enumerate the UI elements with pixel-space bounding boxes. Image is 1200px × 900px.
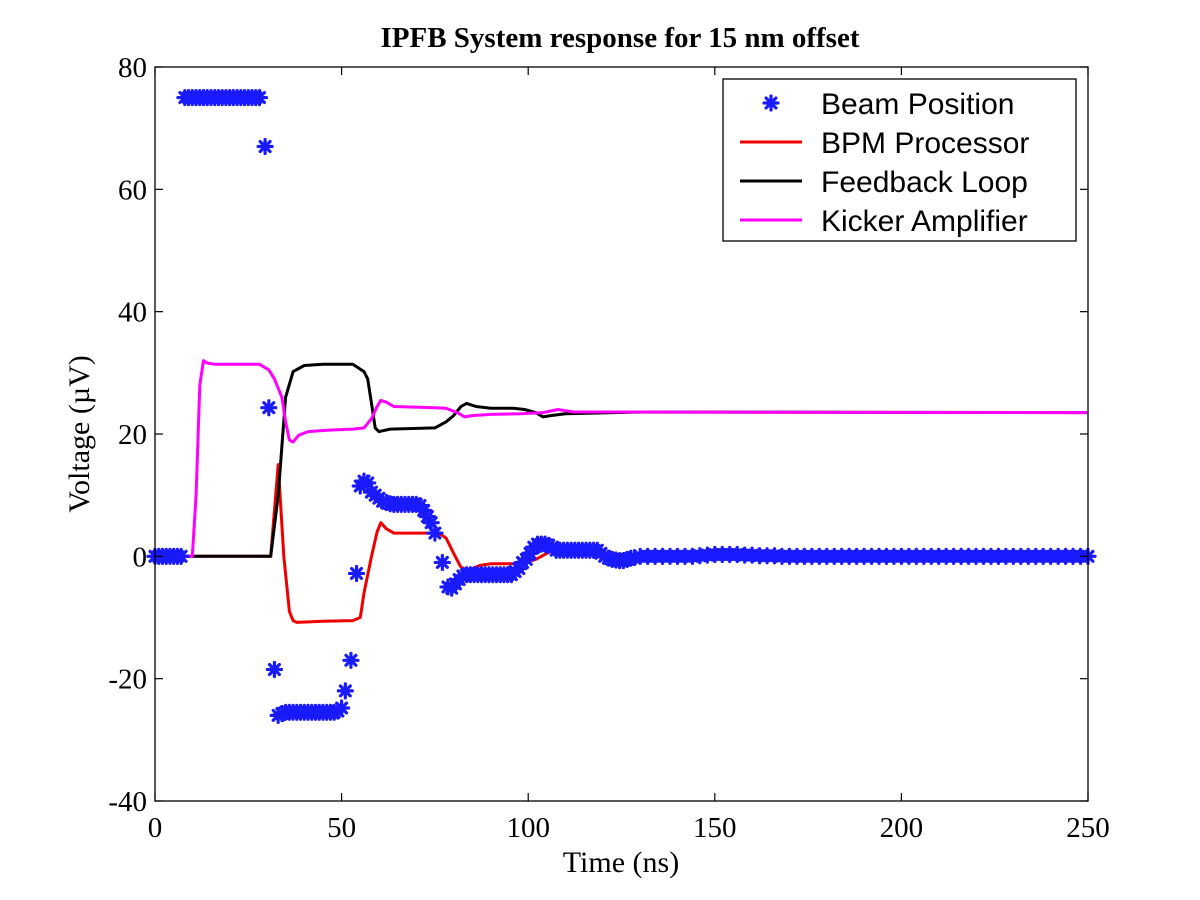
y-tick-label: 80 xyxy=(118,52,147,84)
legend-box xyxy=(722,78,1077,242)
data-point xyxy=(260,399,278,417)
x-tick-label: 0 xyxy=(148,812,163,844)
data-point xyxy=(426,524,444,542)
x-tick-label: 50 xyxy=(327,812,356,844)
y-tick-label: 60 xyxy=(118,174,147,206)
data-point xyxy=(265,660,284,679)
y-tick-label: 0 xyxy=(133,541,148,573)
data-point xyxy=(256,137,274,156)
data-point xyxy=(433,553,451,572)
y-tick-label: 40 xyxy=(118,297,147,329)
legend: Beam Position BPM Processor Feedback Loop K… xyxy=(722,78,1077,242)
series-points-beam-position xyxy=(146,88,1097,724)
legend-item-feedback-loop: Feedback Loop xyxy=(740,166,1028,199)
y-tick-label: 20 xyxy=(118,419,147,451)
legend-label: Kicker Amplifier xyxy=(821,205,1028,238)
x-tick-label: 250 xyxy=(1066,812,1110,844)
legend-items: Beam Position BPM Processor Feedback Loop K… xyxy=(740,88,1029,238)
legend-swatch xyxy=(762,94,780,112)
legend-label: Beam Position xyxy=(821,88,1014,121)
data-point xyxy=(342,651,360,669)
data-point xyxy=(333,699,351,717)
data-point xyxy=(172,547,190,565)
legend-label: Feedback Loop xyxy=(821,166,1028,199)
y-axis-label: Voltage (µV) xyxy=(63,355,96,513)
series-layer xyxy=(146,88,1097,724)
legend-item-beam-position: Beam Position xyxy=(762,88,1014,121)
data-point xyxy=(250,88,269,107)
legend-label: BPM Processor xyxy=(821,127,1029,160)
x-axis-label: Time (ns) xyxy=(563,846,679,879)
data-point xyxy=(336,682,354,700)
y-tick-label: -40 xyxy=(108,786,147,818)
axis-ticks: 0 50 100 150 200 250 -40 -20 0 20 40 60 80 xyxy=(108,52,1109,844)
chart-title: IPFB System response for 15 nm offset xyxy=(381,22,860,54)
legend-item-bpm-processor: BPM Processor xyxy=(740,127,1029,160)
legend-item-kicker-amplifier: Kicker Amplifier xyxy=(740,205,1028,238)
x-tick-label: 100 xyxy=(506,812,550,844)
data-point xyxy=(347,564,366,583)
x-tick-label: 150 xyxy=(693,812,737,844)
series-line-kicker-amplifier xyxy=(155,359,1089,558)
y-tick-label: -20 xyxy=(108,664,147,696)
x-tick-label: 200 xyxy=(880,812,924,844)
